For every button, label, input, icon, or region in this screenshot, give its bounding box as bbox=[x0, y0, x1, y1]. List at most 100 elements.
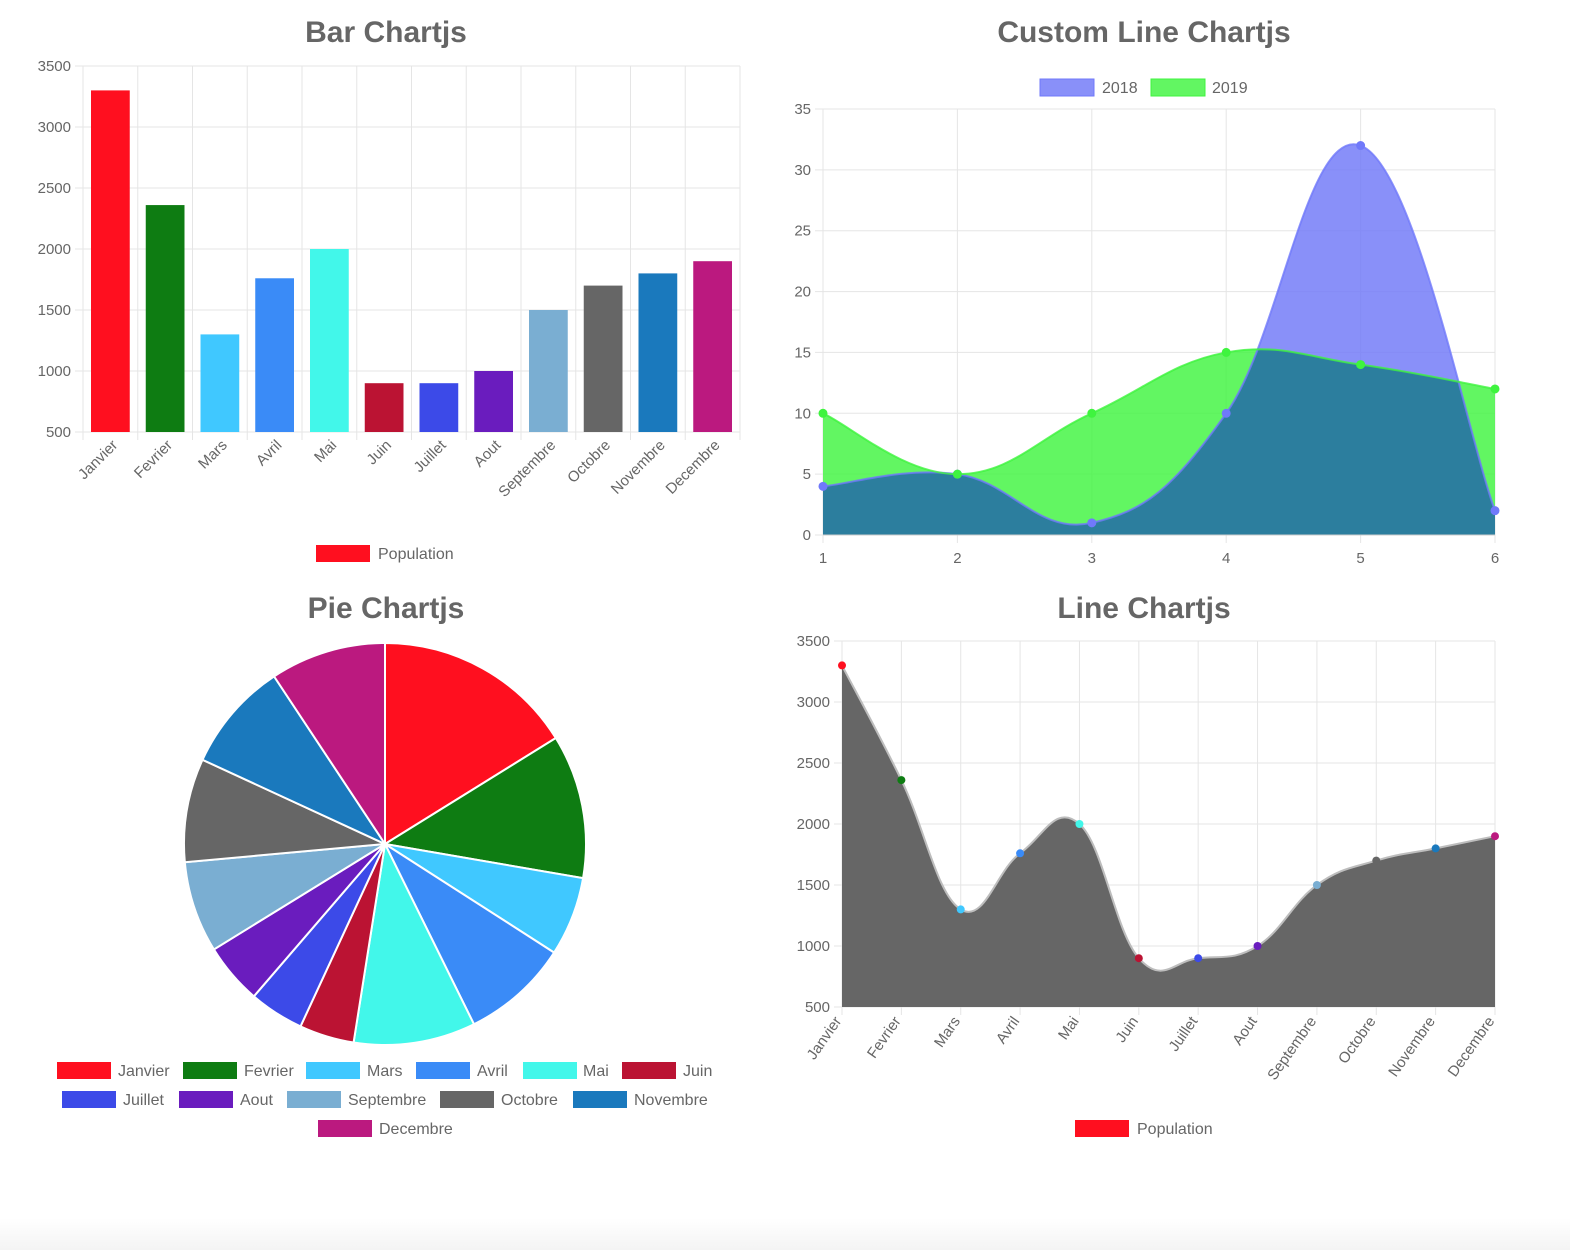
point-juillet bbox=[1194, 954, 1203, 963]
bar-novembre bbox=[638, 273, 678, 432]
pie-chart: Pie Chartjs Janvier Fevrier Mars Avril Mai Jui… bbox=[57, 592, 712, 1138]
y-tick-label: 0 bbox=[803, 527, 811, 544]
point-septembre bbox=[1312, 881, 1321, 889]
point-mars bbox=[956, 905, 965, 914]
x-tick-label: Juin bbox=[1112, 1014, 1142, 1046]
point-decembre bbox=[1491, 832, 1499, 841]
legend-label: Population bbox=[1137, 1121, 1213, 1138]
point-fevrier bbox=[897, 776, 906, 785]
legend-swatch-population bbox=[316, 545, 370, 562]
bar-mai bbox=[310, 249, 349, 432]
legend-label: Novembre bbox=[634, 1092, 708, 1109]
y-tick-label: 10 bbox=[794, 405, 811, 422]
x-tick-label: 1 bbox=[819, 550, 827, 567]
legend-label: Juillet bbox=[123, 1092, 164, 1109]
y-tick-label: 3500 bbox=[38, 58, 71, 75]
point-2019-6 bbox=[1490, 384, 1500, 394]
legend-label: Janvier bbox=[118, 1063, 170, 1080]
x-tick-label: Mai bbox=[311, 437, 340, 466]
y-tick-label: 35 bbox=[794, 101, 811, 118]
y-tick-label: 500 bbox=[46, 424, 71, 441]
legend-label: Juin bbox=[683, 1063, 712, 1080]
x-tick-label: Novembre bbox=[1385, 1014, 1439, 1080]
y-tick-label: 30 bbox=[794, 162, 811, 179]
legend-label: Fevrier bbox=[244, 1063, 294, 1080]
line-population bbox=[841, 664, 1496, 972]
bar-juillet bbox=[419, 383, 459, 432]
chart-title: Line Chartjs bbox=[1057, 592, 1230, 625]
y-tick-label: 2500 bbox=[797, 755, 830, 772]
legend-label: Population bbox=[378, 546, 454, 563]
y-tick-label: 2000 bbox=[38, 241, 71, 258]
legend-swatch-avril bbox=[416, 1062, 470, 1079]
bar-legend: Population bbox=[316, 545, 454, 563]
point-aout bbox=[1253, 942, 1262, 950]
bar-chart: Bar Chartjs 500 1000 1500 2000 2500 3000 3500 Ja… bbox=[38, 16, 741, 563]
page-bottom-strip bbox=[0, 1218, 1570, 1250]
x-tick-label: Aout bbox=[471, 436, 505, 470]
y-tick-label: 20 bbox=[794, 284, 811, 301]
bar-decembre bbox=[693, 261, 732, 432]
y-tick-label: 3500 bbox=[797, 633, 830, 650]
bar-mars bbox=[200, 334, 240, 432]
slice-decembre bbox=[272, 641, 386, 848]
x-tick-label: 5 bbox=[1356, 550, 1364, 567]
y-tick-label: 5 bbox=[803, 466, 811, 483]
legend-swatch-juin bbox=[622, 1062, 676, 1079]
legend-label: Mai bbox=[583, 1063, 609, 1080]
legend-swatch-mars bbox=[306, 1062, 360, 1079]
point-2019-4 bbox=[1221, 347, 1231, 357]
bar-octobre bbox=[583, 285, 623, 432]
point-novembre bbox=[1431, 844, 1440, 853]
legend-label: Octobre bbox=[501, 1092, 558, 1109]
bar-avril bbox=[255, 278, 294, 432]
point-2018-3 bbox=[1087, 518, 1097, 528]
y-tick-label: 1500 bbox=[797, 877, 830, 894]
bar-aout bbox=[474, 371, 513, 432]
point-2019-5 bbox=[1356, 360, 1366, 370]
x-tick-label: Septembre bbox=[1264, 1014, 1320, 1084]
x-tick-label: Fevrier bbox=[131, 437, 176, 482]
x-tick-label: Avril bbox=[993, 1014, 1024, 1047]
y-tick-label: 1500 bbox=[38, 302, 71, 319]
legend-label: Decembre bbox=[379, 1121, 453, 1138]
area-overlap bbox=[823, 349, 1495, 535]
x-tick-label: Aout bbox=[1229, 1013, 1261, 1049]
x-tick-label: Janvier bbox=[804, 1014, 846, 1063]
x-tick-label: Avril bbox=[253, 437, 285, 469]
legend-swatch-decembre bbox=[318, 1120, 372, 1137]
point-2018-5 bbox=[1356, 141, 1366, 151]
x-tick-label: Septembre bbox=[495, 437, 559, 501]
chart-title: Pie Chartjs bbox=[308, 592, 465, 625]
point-avril bbox=[1016, 849, 1025, 858]
legend-label: Aout bbox=[240, 1092, 273, 1109]
x-tick-label: 6 bbox=[1491, 550, 1499, 567]
point-octobre bbox=[1372, 856, 1381, 865]
area-population bbox=[842, 665, 1495, 1007]
bar-septembre bbox=[529, 310, 568, 432]
x-tick-label: Decembre bbox=[662, 437, 723, 498]
legend-swatch-aout bbox=[179, 1091, 233, 1108]
legend-swatch-population bbox=[1075, 1120, 1129, 1137]
x-tick-label: Juillet bbox=[1166, 1013, 1202, 1055]
point-2018-1 bbox=[818, 481, 828, 491]
y-tick-label: 3000 bbox=[38, 119, 71, 136]
point-2019-1 bbox=[818, 408, 828, 418]
legend-label: Septembre bbox=[348, 1092, 426, 1109]
y-tick-label: 1000 bbox=[797, 938, 830, 955]
x-tick-label: Juin bbox=[363, 437, 394, 468]
x-tick-label: Novembre bbox=[608, 437, 669, 498]
x-tick-label: Decembre bbox=[1445, 1014, 1499, 1080]
legend-label: Avril bbox=[477, 1063, 508, 1080]
x-tick-label: Mai bbox=[1055, 1014, 1083, 1044]
legend-swatch-juillet bbox=[62, 1091, 116, 1108]
y-tick-label: 3000 bbox=[797, 694, 830, 711]
x-tick-label: 4 bbox=[1222, 550, 1230, 567]
y-tick-label: 25 bbox=[794, 223, 811, 240]
x-tick-label: Janvier bbox=[75, 437, 121, 483]
y-tick-label: 15 bbox=[794, 344, 811, 361]
y-tick-label: 1000 bbox=[38, 363, 71, 380]
